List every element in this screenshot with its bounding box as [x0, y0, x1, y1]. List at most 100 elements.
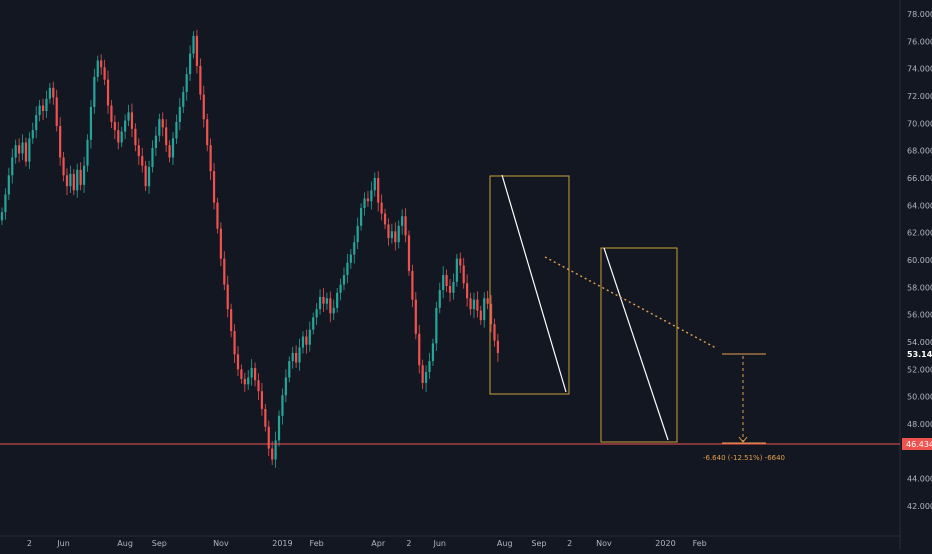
time-tick-label: 2019: [272, 539, 292, 548]
candle-body: [366, 198, 370, 202]
time-tick-label: 2: [27, 539, 32, 548]
candle-body: [329, 298, 332, 314]
candle-body: [45, 98, 48, 112]
price-tick-label: 74.000: [907, 65, 932, 74]
candle-body: [62, 157, 65, 176]
price-tick-label: 44.000: [907, 475, 932, 484]
time-tick-label: Feb: [693, 539, 707, 548]
candle-body: [41, 105, 45, 112]
candle-body: [14, 145, 17, 158]
candle-body: [117, 130, 120, 143]
candle-body: [401, 216, 404, 226]
candle-body: [192, 35, 195, 54]
candle-body: [24, 142, 28, 162]
price-tick-label: 68.000: [907, 147, 932, 156]
candle-body: [322, 296, 325, 304]
candle-body: [199, 65, 202, 95]
candle-body: [462, 265, 465, 284]
candle-body: [18, 145, 21, 154]
candle-body: [445, 275, 448, 286]
trend-line-1[interactable]: [501, 174, 567, 393]
candle-body: [206, 119, 209, 146]
drawings-layer[interactable]: -6.640 (-12.51%) -6640: [489, 174, 785, 462]
candle-body: [134, 128, 137, 146]
candle-body: [130, 112, 134, 129]
candle-body: [431, 343, 435, 362]
price-tick-label: 58.000: [907, 283, 932, 292]
candle-body: [106, 79, 110, 106]
candle-body: [161, 119, 164, 128]
candle-body: [315, 309, 318, 318]
candle-body: [486, 298, 489, 304]
price-tick-label: 48.000: [907, 420, 932, 429]
last-price-label: 53.146: [907, 350, 932, 359]
candle-body: [0, 212, 4, 221]
candle-body: [442, 275, 445, 291]
candle-body: [377, 178, 380, 203]
candle-body: [308, 329, 311, 345]
candle-body: [175, 121, 178, 139]
candle-body: [55, 97, 58, 127]
candle-body: [404, 216, 407, 236]
time-tick-label: Aug: [117, 539, 133, 548]
candle-body: [154, 135, 157, 148]
candle-body: [113, 121, 116, 131]
candle-body: [7, 175, 10, 195]
candle-body: [414, 299, 417, 334]
candle-body: [69, 173, 72, 187]
candle-body: [438, 290, 441, 308]
trend-line-2[interactable]: [603, 247, 669, 441]
candle-body: [147, 167, 151, 187]
price-axis[interactable]: 78.000 76.000 74.000 72.000 70.000 68.000 66.0…: [907, 10, 932, 511]
candle-body: [274, 440, 277, 460]
annotation-box-1[interactable]: [489, 175, 570, 395]
price-tick-label: 54.000: [907, 338, 932, 347]
candle-body: [212, 171, 216, 203]
candle-body: [459, 258, 462, 266]
candle-body: [332, 307, 335, 314]
candle-body: [65, 175, 69, 187]
candle-body: [4, 194, 7, 213]
candle-body: [171, 138, 175, 158]
annotation-box-2[interactable]: [600, 247, 678, 443]
candle-body: [336, 292, 339, 308]
candle-body: [325, 298, 328, 304]
candle-body: [100, 60, 103, 68]
price-tick-label: 60.000: [907, 256, 932, 265]
candle-body: [93, 76, 96, 107]
candle-body: [11, 157, 14, 176]
time-axis[interactable]: 2 Jun Aug Sep Nov 2019 Feb Apr 2 Jun Aug Sep 2 Nov 202…: [27, 539, 707, 548]
time-tick-label: Nov: [213, 539, 229, 548]
candle-body: [103, 67, 106, 80]
support-price-bg: [902, 438, 932, 450]
candle-body: [260, 391, 264, 409]
candle-body: [236, 354, 240, 370]
price-tick-label: 64.000: [907, 201, 932, 210]
candle-body: [185, 74, 188, 92]
candle-body: [397, 225, 400, 243]
candle-body: [223, 258, 226, 285]
time-tick-label: Feb: [310, 539, 324, 548]
candle-body: [216, 202, 219, 229]
candle-body: [418, 333, 421, 366]
candle-body: [305, 336, 308, 345]
candle-body: [288, 361, 291, 378]
candle-body: [82, 165, 86, 185]
candle-body: [243, 378, 246, 385]
support-price-label: 46.434: [906, 440, 932, 449]
time-tick-label: Sep: [152, 539, 167, 548]
candle-body: [295, 352, 298, 363]
time-tick-label: Nov: [596, 539, 612, 548]
candle-body: [424, 372, 428, 383]
candle-body: [483, 298, 486, 321]
dotted-trend-line[interactable]: [544, 256, 717, 349]
time-tick-label: Jun: [56, 539, 70, 548]
candle-body: [21, 142, 24, 154]
candle-body: [301, 336, 305, 348]
candle-body: [318, 296, 322, 310]
candle-body: [421, 365, 424, 383]
candle-body: [284, 377, 287, 396]
